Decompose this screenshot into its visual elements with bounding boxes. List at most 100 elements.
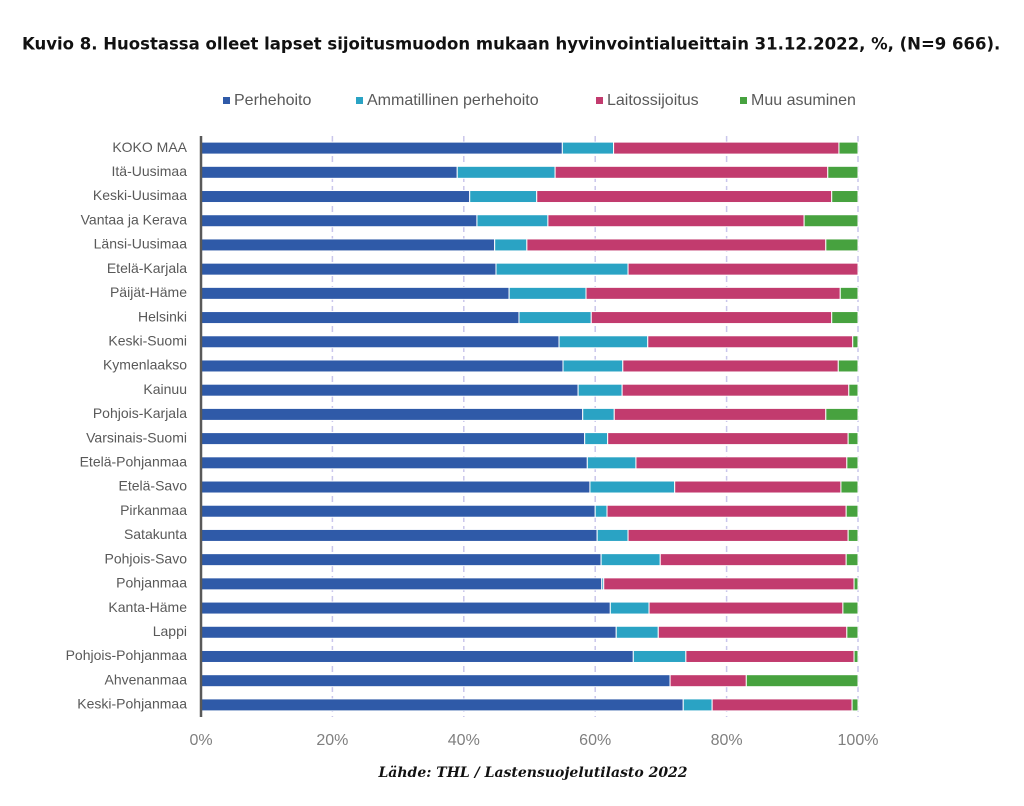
bar-segment [657,625,848,639]
bar-segment [622,359,839,373]
bar-segment [200,359,564,373]
category-label: Etelä-Pohjanmaa [80,454,188,470]
category-label: Pohjois-Karjala [93,405,187,421]
category-label: Etelä-Savo [119,478,188,494]
bar-segment [584,432,609,446]
bar-segment [200,311,520,325]
bar-segment [200,625,617,639]
bar-segment [518,311,592,325]
bar-segment [853,577,859,591]
bar-segment [847,528,859,542]
bar-segment [200,698,684,712]
category-label: Kymenlaakso [103,357,187,373]
bar-segment [838,141,859,155]
bar-segment [848,383,859,397]
bar-segment [669,674,747,688]
bar-segment [613,407,827,421]
bar-segment [536,190,833,204]
category-label: Kainuu [143,381,187,397]
bar-segment [561,141,615,155]
bar-segment [825,238,859,252]
bar-segment [635,456,848,470]
x-tick-label: 80% [711,732,743,749]
bar-segment [827,165,859,179]
x-tick-label: 100% [838,732,879,749]
bar-segment [745,674,859,688]
bar-segment [508,286,587,300]
x-tick-label: 40% [448,732,480,749]
category-label: Itä-Uusimaa [112,163,188,179]
bar-segment [853,649,859,663]
bar-segment [615,625,659,639]
bar-segment [825,407,859,421]
category-label: Etelä-Karjala [107,260,187,276]
bar-segment [682,698,713,712]
category-label: Helsinki [138,308,187,324]
bar-segment [495,262,629,276]
bar-segment [648,601,844,615]
bar-segment [711,698,853,712]
chart-title: Kuvio 8. Huostassa olleet lapset sijoitu… [22,35,1000,54]
legend-label: Laitossijoitus [607,92,699,109]
bar-segment [674,480,842,494]
legend-label: Perhehoito [234,92,311,109]
bar-segment [200,553,602,567]
bar-segment [200,190,471,204]
bar-segment [200,335,560,349]
x-tick-label: 20% [316,732,348,749]
legend-label: Muu asuminen [751,92,856,109]
category-label: Keski-Suomi [108,332,187,348]
legend-label: Ammatillinen perhehoito [367,92,539,109]
bar-segment [845,504,859,518]
bar-segment [847,432,859,446]
bar-segment [200,238,496,252]
bar-segment [586,456,637,470]
bar-segment [526,238,827,252]
bar-segment [589,480,676,494]
bar-segment [200,674,671,688]
category-label: Pirkanmaa [120,502,187,518]
bar-segment [609,601,650,615]
bar-segment [558,335,649,349]
bar-segment [200,214,478,228]
category-label: Pohjois-Pohjanmaa [66,647,188,663]
source: Lähde: THL / Lastensuojelutilasto 2022 [377,765,687,781]
category-label: Keski-Uusimaa [93,187,187,203]
bar-segment [607,432,849,446]
category-label: Vantaa ja Kerava [81,211,188,227]
bar-segment [494,238,528,252]
bar-segment [685,649,855,663]
bar-segment [200,456,588,470]
x-tick-label: 0% [189,732,212,749]
bar-segment [200,432,586,446]
bar-segment [845,553,859,567]
category-label: Ahvenanmaa [104,671,187,687]
category-label: Varsinais-Suomi [86,429,187,445]
bar-segment [200,504,596,518]
legend-marker [356,97,363,104]
bar-segment [456,165,556,179]
category-label: Lappi [153,623,187,639]
bar-segment [200,165,458,179]
bar-segment [842,601,859,615]
bar-segment [596,528,629,542]
bar-segment [582,407,615,421]
category-label: Keski-Pohjanmaa [77,696,187,712]
bar-segment [852,335,859,349]
bar-segment [594,504,608,518]
bar-segment [627,528,849,542]
bar-segment [831,190,859,204]
bar-segment [627,262,859,276]
bar-segment [600,553,661,567]
bar-segment [647,335,854,349]
bar-segment [200,649,634,663]
x-tick-label: 60% [579,732,611,749]
bar-segment [839,286,859,300]
bar-segment [200,141,563,155]
bar-segment [200,262,497,276]
bar-segment [200,577,603,591]
bar-segment [469,190,538,204]
bar-segment [603,577,855,591]
bar-segment [840,480,859,494]
